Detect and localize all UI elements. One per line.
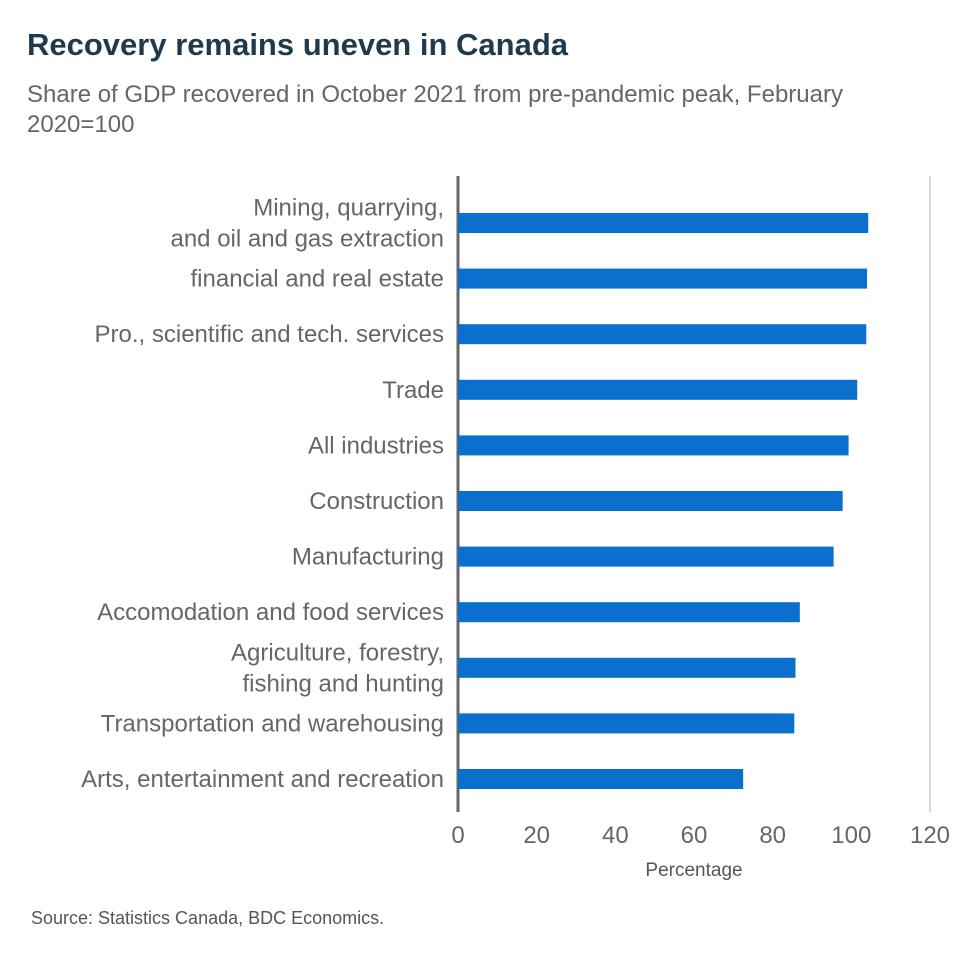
category-label-line: and oil and gas extraction xyxy=(170,226,444,253)
category-label: financial and real estate xyxy=(191,266,445,293)
category-label-line: All industries xyxy=(308,432,444,459)
x-tick-label: 120 xyxy=(910,822,950,849)
x-tick-label: 100 xyxy=(831,822,871,849)
chart-subtitle: Share of GDP recovered in October 2021 f… xyxy=(27,81,843,138)
x-tick-label: 0 xyxy=(451,822,464,849)
category-label: Construction xyxy=(309,488,444,515)
category-label: Transportation and warehousing xyxy=(101,710,444,737)
category-label-line: Agriculture, forestry, xyxy=(231,639,444,666)
bar xyxy=(458,379,858,400)
bar xyxy=(458,435,849,456)
x-tick-label: 60 xyxy=(681,822,708,849)
category-labels: Mining, quarrying, and oil and gas extrac… xyxy=(81,195,444,794)
x-tick-label: 40 xyxy=(602,822,629,849)
x-tick-label: 20 xyxy=(523,822,550,849)
category-label-line: fishing and hunting xyxy=(243,670,445,697)
bar xyxy=(458,546,834,567)
category-label-line: Mining, quarrying, xyxy=(253,195,444,222)
bar xyxy=(458,657,796,678)
bar xyxy=(458,213,869,233)
bar xyxy=(458,491,843,511)
category-label-line: Construction xyxy=(309,488,444,515)
category-label: Accomodation and food services xyxy=(97,599,444,626)
bar-series xyxy=(458,213,869,789)
source-note: Source: Statistics Canada, BDC Economics… xyxy=(31,908,385,928)
category-label-line: financial and real estate xyxy=(191,266,445,293)
category-label: Pro., scientific and tech. services xyxy=(95,321,444,348)
bar xyxy=(458,713,795,734)
x-tick-label: 80 xyxy=(759,822,786,849)
x-axis-title: Percentage xyxy=(645,860,742,881)
bar xyxy=(458,268,868,289)
category-label-line: Accomodation and food services xyxy=(97,599,444,626)
category-label-line: Pro., scientific and tech. services xyxy=(95,321,444,348)
category-label: Agriculture, forestry, fishing and huntin… xyxy=(231,639,444,697)
bar xyxy=(458,602,800,623)
category-label: Trade xyxy=(382,377,444,404)
category-label: Mining, quarrying, and oil and gas extrac… xyxy=(170,195,444,253)
x-tick-labels: 0 20 40 60 80 100 120 xyxy=(451,822,950,849)
category-label: Manufacturing xyxy=(292,544,444,571)
chart-title: Recovery remains uneven in Canada xyxy=(27,27,569,62)
category-label-line: Transportation and warehousing xyxy=(101,710,444,737)
category-label: All industries xyxy=(308,432,444,459)
category-label-line: Manufacturing xyxy=(292,544,444,571)
category-label-line: Arts, entertainment and recreation xyxy=(81,766,444,793)
category-label-line: Trade xyxy=(382,377,444,404)
category-label: Arts, entertainment and recreation xyxy=(81,766,444,793)
bar xyxy=(458,769,744,789)
bar xyxy=(458,324,867,345)
